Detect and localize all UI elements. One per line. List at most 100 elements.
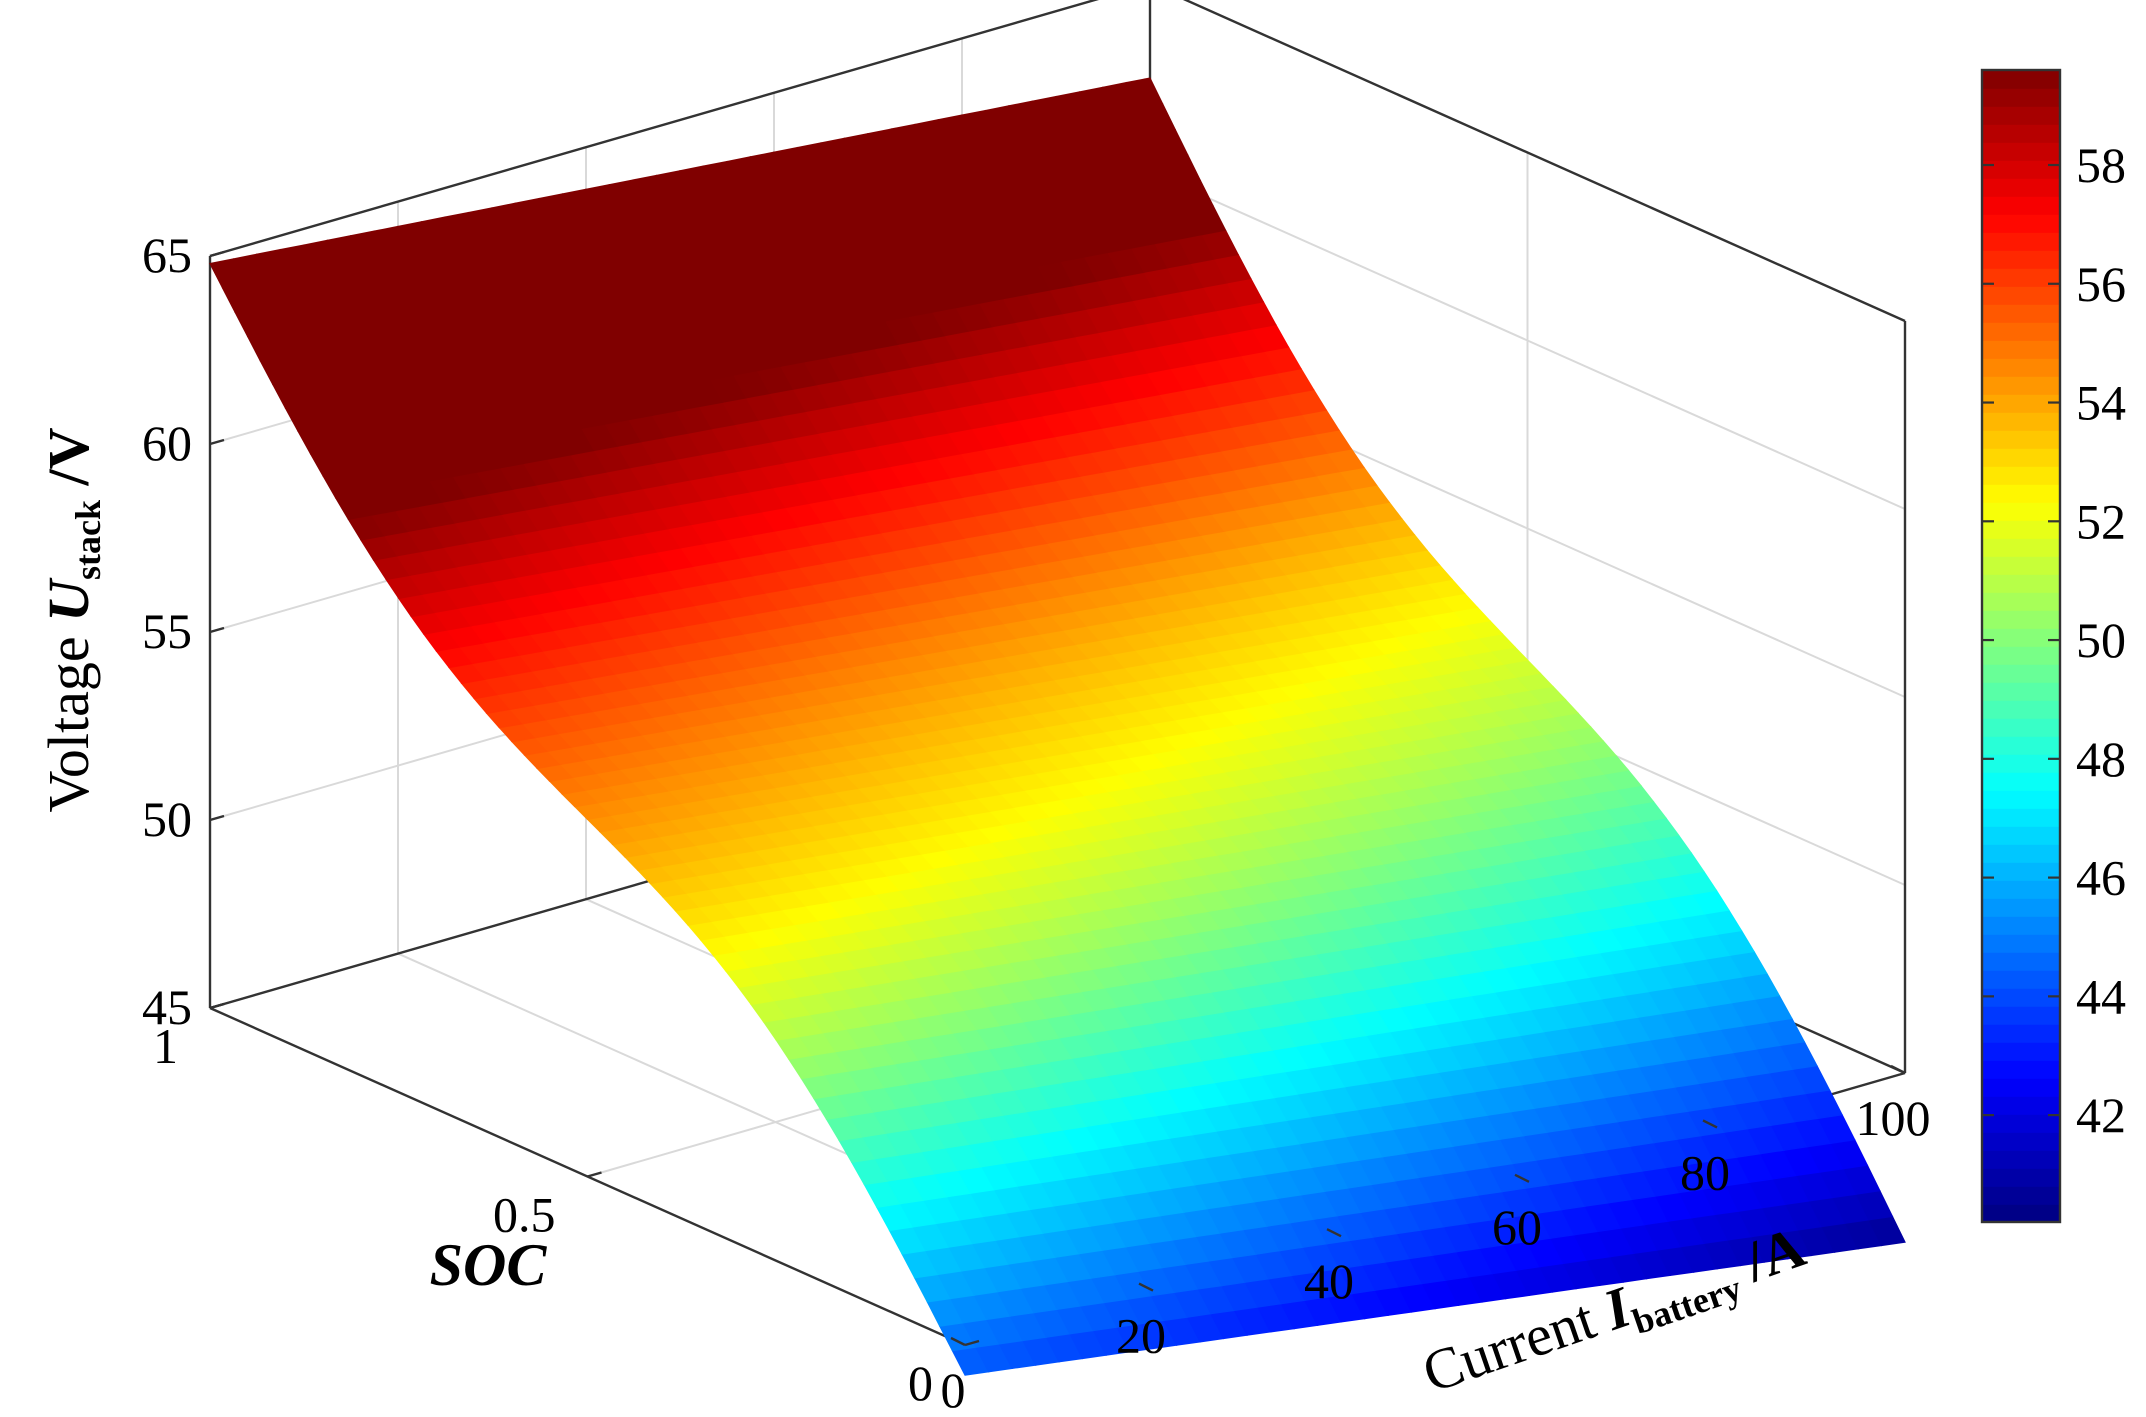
z-axis-label-prefix: Voltage bbox=[36, 622, 101, 813]
x-tick-label: 20 bbox=[1116, 1308, 1166, 1364]
colorbar-band bbox=[1982, 1168, 2060, 1187]
colorbar-band bbox=[1982, 556, 2060, 575]
colorbar-tick-label: 58 bbox=[2076, 137, 2126, 193]
y-tick-mark bbox=[964, 1339, 980, 1347]
colorbar-band bbox=[1982, 700, 2060, 719]
colorbar-band bbox=[1982, 484, 2060, 503]
colorbar-band bbox=[1982, 754, 2060, 773]
colorbar-band bbox=[1982, 934, 2060, 953]
colorbar-band bbox=[1982, 178, 2060, 197]
colorbar-band bbox=[1982, 898, 2060, 917]
x-tick-mark bbox=[1326, 1228, 1342, 1238]
colorbar-band bbox=[1982, 1114, 2060, 1133]
colorbar-band bbox=[1982, 1078, 2060, 1097]
colorbar-band bbox=[1982, 844, 2060, 863]
y-tick-label: 1 bbox=[153, 1018, 178, 1074]
colorbar-band bbox=[1982, 466, 2060, 485]
colorbar-band bbox=[1982, 808, 2060, 827]
colorbar-band bbox=[1982, 862, 2060, 881]
x-tick-mark bbox=[1890, 1064, 1906, 1075]
colorbar-tick-label: 52 bbox=[2076, 493, 2126, 549]
colorbar-band bbox=[1982, 1042, 2060, 1061]
z-tick-label: 55 bbox=[142, 603, 192, 659]
y-tick-mark bbox=[209, 1002, 225, 1010]
colorbar-band bbox=[1982, 574, 2060, 593]
z-tick-label: 45 bbox=[142, 979, 192, 1035]
colorbar-band bbox=[1982, 394, 2060, 413]
colorbar-band bbox=[1982, 268, 2060, 287]
colorbar-band bbox=[1982, 538, 2060, 557]
colorbar-band bbox=[1982, 502, 2060, 521]
y-tick-label: 0 bbox=[908, 1355, 933, 1411]
colorbar-band bbox=[1982, 286, 2060, 305]
colorbar-band bbox=[1982, 970, 2060, 989]
z-tick-label: 50 bbox=[142, 791, 192, 847]
x-tick-label: 0 bbox=[941, 1362, 966, 1412]
z-tick-label: 65 bbox=[142, 227, 192, 283]
colorbar-band bbox=[1982, 214, 2060, 233]
x-tick-mark bbox=[1514, 1173, 1530, 1183]
z-tick-label: 60 bbox=[142, 415, 192, 471]
colorbar-band bbox=[1982, 322, 2060, 341]
colorbar-band bbox=[1982, 520, 2060, 539]
colorbar-band bbox=[1982, 448, 2060, 467]
x-tick-mark bbox=[1138, 1282, 1154, 1292]
colorbar-band bbox=[1982, 772, 2060, 791]
colorbar-band bbox=[1982, 124, 2060, 143]
colorbar-tick-label: 42 bbox=[2076, 1087, 2126, 1143]
colorbar-band bbox=[1982, 1006, 2060, 1025]
x-tick-mark bbox=[950, 1336, 966, 1347]
colorbar-band bbox=[1982, 142, 2060, 161]
colorbar-band bbox=[1982, 916, 2060, 935]
colorbar-band bbox=[1982, 376, 2060, 395]
colorbar-band bbox=[1982, 1186, 2060, 1205]
colorbar-band bbox=[1982, 340, 2060, 359]
z-tick-mark bbox=[209, 814, 225, 822]
colorbar-tick-label: 50 bbox=[2076, 612, 2126, 668]
z-tick-mark bbox=[209, 438, 225, 446]
colorbar-band bbox=[1982, 196, 2060, 215]
colorbar-tick-label: 48 bbox=[2076, 731, 2126, 787]
z-axis-label-unit: /V bbox=[36, 427, 101, 500]
z-axis-label-subscript: stack bbox=[68, 500, 108, 580]
colorbar-tick-label: 44 bbox=[2076, 968, 2126, 1024]
colorbar-band bbox=[1982, 88, 2060, 107]
surface bbox=[209, 77, 1906, 1376]
z-tick-mark bbox=[209, 626, 225, 634]
colorbar-band bbox=[1982, 412, 2060, 431]
colorbar-band bbox=[1982, 988, 2060, 1007]
x-tick-mark bbox=[1702, 1119, 1718, 1129]
colorbar-band bbox=[1982, 1024, 2060, 1043]
colorbar-band bbox=[1982, 70, 2060, 89]
axis-edge bbox=[209, 0, 1100, 258]
colorbar-tick-label: 54 bbox=[2076, 375, 2126, 431]
y-tick-label: 0.5 bbox=[493, 1187, 556, 1243]
colorbar-band bbox=[1982, 1150, 2060, 1169]
colorbar-band bbox=[1982, 1204, 2060, 1223]
colorbar-band bbox=[1982, 1132, 2060, 1151]
colorbar-band bbox=[1982, 736, 2060, 755]
x-tick-label: 60 bbox=[1492, 1199, 1542, 1255]
axis-edge bbox=[1182, 0, 1906, 323]
colorbar-band bbox=[1982, 1096, 2060, 1115]
colorbar-tick-label: 56 bbox=[2076, 256, 2126, 312]
colorbar: 42 44 46 48 50 52 54 56 58 bbox=[1980, 68, 2126, 1224]
colorbar-frame bbox=[1980, 68, 2062, 1224]
colorbar-band bbox=[1982, 610, 2060, 629]
colorbar-band bbox=[1982, 1060, 2060, 1079]
colorbar-band bbox=[1982, 232, 2060, 251]
y-axis-label: SOC bbox=[430, 1232, 548, 1298]
colorbar-band bbox=[1982, 106, 2060, 125]
y-tick-mark bbox=[587, 1171, 602, 1178]
colorbar-band bbox=[1982, 592, 2060, 611]
colorbar-band bbox=[1982, 718, 2060, 737]
z-axis-label-symbol: U bbox=[36, 577, 101, 622]
surface-patch bbox=[1125, 77, 1164, 110]
tick-labels: 45 50 55 60 65 0 20 40 60 80 100 0 0.5 1 bbox=[142, 227, 1931, 1417]
colorbar-band bbox=[1982, 250, 2060, 269]
colorbar-band bbox=[1982, 664, 2060, 683]
colorbar-band bbox=[1982, 790, 2060, 809]
z-tick-mark bbox=[209, 250, 225, 258]
